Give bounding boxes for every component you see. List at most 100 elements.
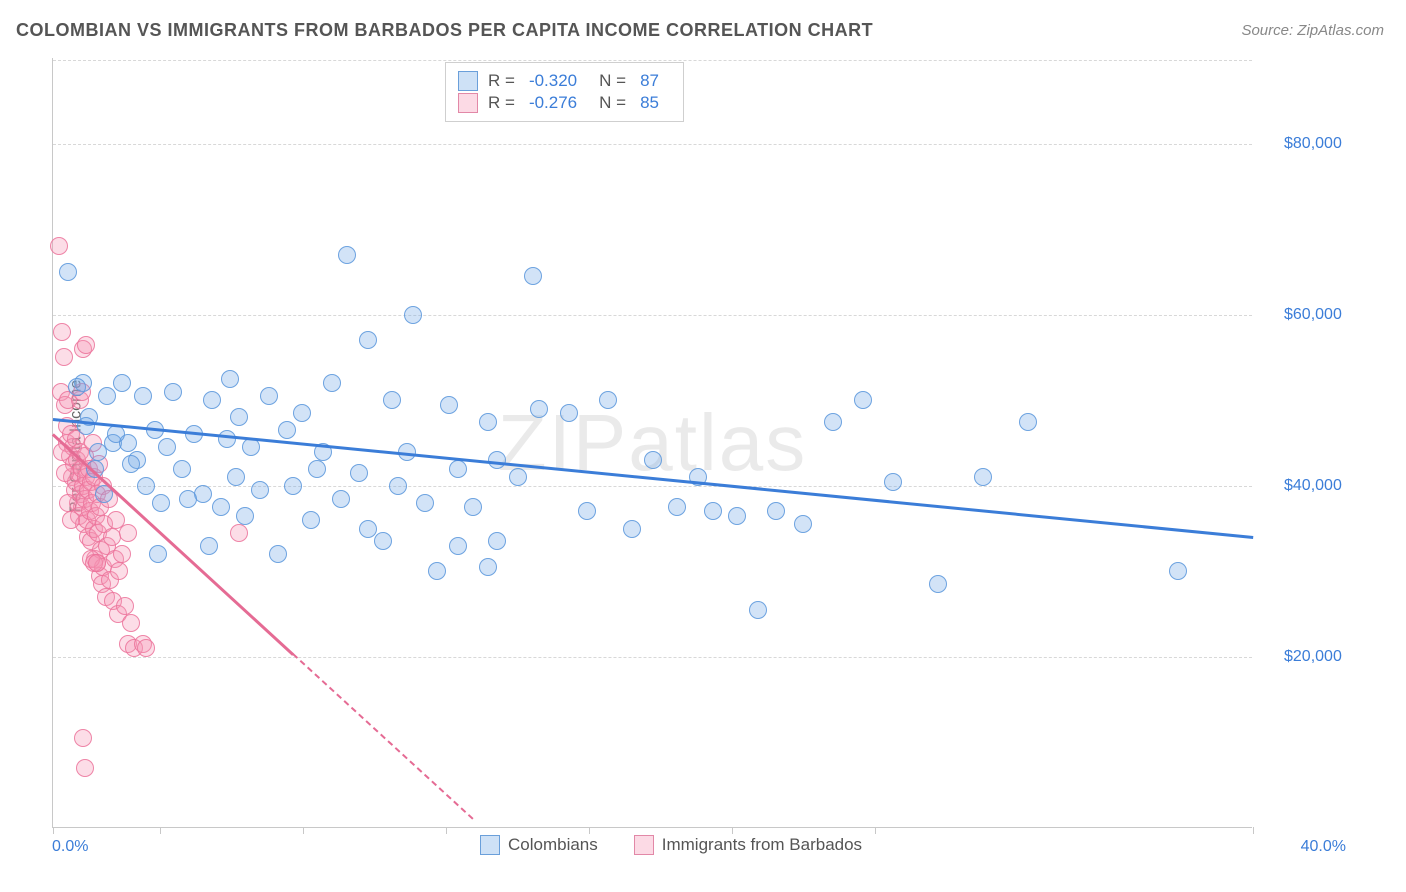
scatter-point [110,562,128,580]
source-label: Source: ZipAtlas.com [1241,22,1384,39]
scatter-point [68,378,86,396]
y-tick-label: $60,000 [1284,306,1342,324]
scatter-point [53,443,71,461]
n-label: N = [599,93,626,113]
scatter-point [113,374,131,392]
scatter-point [389,477,407,495]
series-b-n: 85 [640,93,659,113]
scatter-point [278,421,296,439]
scatter-point [260,387,278,405]
trend-line [292,653,473,819]
scatter-point [227,468,245,486]
n-label: N = [599,71,626,91]
plot-area: ZIPatlas $20,000$40,000$60,000$80,000 [52,58,1252,828]
scatter-point [107,425,125,443]
scatter-point [149,545,167,563]
scatter-point [479,558,497,576]
scatter-point [449,460,467,478]
scatter-point [1019,413,1037,431]
scatter-point [854,391,872,409]
scatter-point [103,528,121,546]
x-axis-max-label: 40.0% [1301,838,1346,856]
x-tick [1253,827,1254,834]
stats-panel: R = -0.320 N = 87 R = -0.276 N = 85 [445,62,684,122]
scatter-point [119,524,137,542]
scatter-point [767,502,785,520]
scatter-point [122,614,140,632]
series-b-r: -0.276 [529,93,577,113]
swatch-b-icon [634,835,654,855]
scatter-point [668,498,686,516]
scatter-point [50,237,68,255]
swatch-a-icon [480,835,500,855]
scatter-point [302,511,320,529]
scatter-point [464,498,482,516]
scatter-point [221,370,239,388]
scatter-point [137,639,155,657]
scatter-point [98,387,116,405]
legend-a-label: Colombians [508,835,598,855]
gridline-h [53,315,1252,316]
stats-row-b: R = -0.276 N = 85 [458,93,671,113]
scatter-point [728,507,746,525]
series-a-r: -0.320 [529,71,577,91]
scatter-point [284,477,302,495]
x-tick [53,827,54,834]
scatter-point [62,511,80,529]
scatter-point [230,524,248,542]
scatter-point [428,562,446,580]
scatter-point [1169,562,1187,580]
scatter-point [89,443,107,461]
legend: Colombians Immigrants from Barbados [480,835,862,855]
scatter-point [179,490,197,508]
scatter-point [203,391,221,409]
r-label: R = [488,71,515,91]
scatter-point [308,460,326,478]
legend-item-a: Colombians [480,835,598,855]
r-label: R = [488,93,515,113]
scatter-point [77,417,95,435]
scatter-point [152,494,170,512]
scatter-point [158,438,176,456]
scatter-point [230,408,248,426]
scatter-point [74,729,92,747]
scatter-point [749,601,767,619]
scatter-point [530,400,548,418]
scatter-point [200,537,218,555]
scatter-point [269,545,287,563]
scatter-point [242,438,260,456]
scatter-point [794,515,812,533]
scatter-point [383,391,401,409]
scatter-point [884,473,902,491]
y-tick-label: $20,000 [1284,648,1342,666]
scatter-point [212,498,230,516]
scatter-point [76,759,94,777]
x-tick [160,827,161,834]
x-tick [875,827,876,834]
gridline-h [53,657,1252,658]
scatter-point [293,404,311,422]
scatter-point [359,520,377,538]
scatter-point [479,413,497,431]
scatter-point [449,537,467,555]
scatter-point [374,532,392,550]
scatter-point [134,387,152,405]
scatter-point [644,451,662,469]
gridline-h [53,60,1252,61]
scatter-point [218,430,236,448]
x-tick [446,827,447,834]
scatter-point [440,396,458,414]
scatter-point [824,413,842,431]
scatter-point [59,263,77,281]
scatter-point [704,502,722,520]
scatter-point [88,554,106,572]
scatter-point [236,507,254,525]
scatter-point [251,481,269,499]
scatter-point [350,464,368,482]
scatter-point [77,336,95,354]
y-tick-label: $40,000 [1284,477,1342,495]
legend-item-b: Immigrants from Barbados [634,835,862,855]
scatter-point [524,267,542,285]
swatch-a-icon [458,71,478,91]
scatter-point [59,494,77,512]
